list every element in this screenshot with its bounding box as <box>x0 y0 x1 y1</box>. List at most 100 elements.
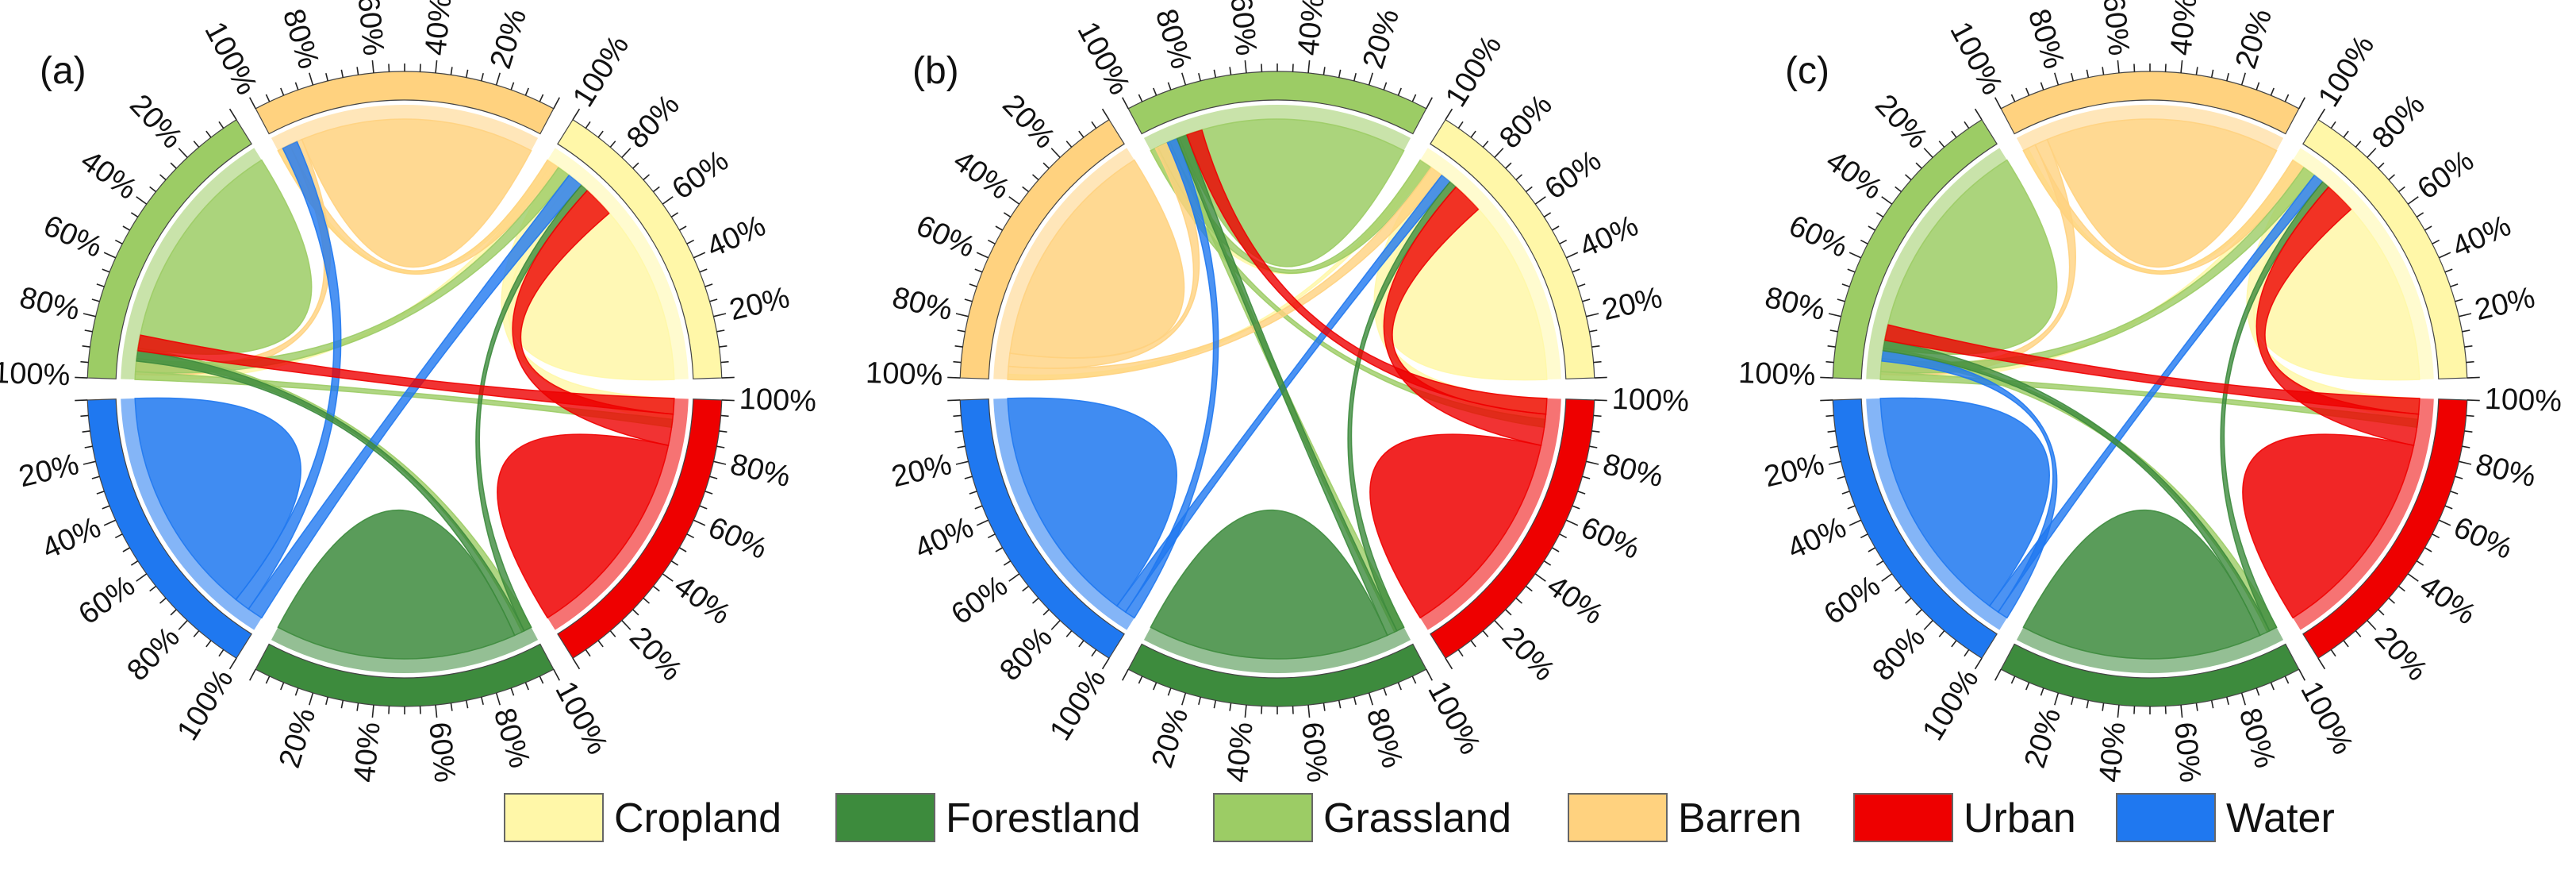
chord-barren-to-barren <box>2046 118 2278 268</box>
tick-label: 80% <box>2232 704 2282 772</box>
tick-mark <box>1582 298 1591 302</box>
tick-mark <box>1022 585 1030 592</box>
tick-mark <box>1849 252 1862 259</box>
tick-label: 60% <box>912 209 981 264</box>
tick-mark <box>2343 640 2349 648</box>
tick-mark <box>1827 345 1836 348</box>
tick-label: 60% <box>1576 510 1645 566</box>
tick-label: 80% <box>276 6 325 73</box>
tick-mark <box>2416 212 2424 217</box>
tick-mark <box>1881 573 1893 582</box>
tick-mark <box>1847 268 1856 273</box>
tick-mark <box>693 252 706 259</box>
tick-mark <box>1101 108 1110 121</box>
tick-mark <box>1565 252 1579 259</box>
sector-ring-urban <box>2293 398 2434 630</box>
tick-mark <box>2378 609 2385 616</box>
tick-mark <box>609 630 616 637</box>
tick-mark <box>1153 682 1157 691</box>
tick-mark <box>679 547 687 552</box>
tick-mark <box>83 313 96 318</box>
tick-mark <box>2180 705 2183 718</box>
tick-mark <box>2210 69 2214 78</box>
chord-links <box>134 118 675 660</box>
tick-mark <box>632 609 639 616</box>
tick-mark <box>1505 609 1512 616</box>
tick-mark <box>1525 186 1533 193</box>
tick-mark <box>1875 560 1884 566</box>
tick-label: 100% <box>548 676 614 760</box>
tick-mark <box>1078 130 1085 138</box>
tick-mark <box>2388 597 2396 604</box>
tick-mark <box>1457 121 1464 129</box>
tick-mark <box>719 430 727 433</box>
tick-mark <box>103 519 117 526</box>
tick-mark <box>974 505 983 510</box>
tick-label: 40% <box>910 510 979 566</box>
tick-label: 20% <box>889 448 955 494</box>
tick-label: 60% <box>2412 144 2480 206</box>
tick-mark <box>325 696 329 706</box>
tick-mark <box>1470 640 1476 648</box>
tick-label: 60% <box>39 209 108 264</box>
tick-mark <box>2195 703 2198 711</box>
legend-label: Forestland <box>946 795 1141 841</box>
sector-bar-forestland <box>2000 643 2300 707</box>
sector-ring-barren <box>271 105 539 151</box>
tick-mark <box>1974 108 1983 121</box>
tick-mark <box>96 491 105 495</box>
chord-panel-3: 20%40%60%80%100%20%40%60%80%100%20%40%60… <box>1737 0 2562 784</box>
tick-mark <box>1213 700 1217 709</box>
tick-label: 80% <box>1762 281 1829 327</box>
tick-mark <box>83 460 96 465</box>
tick-mark <box>1951 130 1957 138</box>
tick-mark <box>1138 94 1143 102</box>
tick-mark <box>2467 376 2480 379</box>
tick-mark <box>716 445 725 448</box>
tick-label: 100% <box>2312 30 2381 114</box>
tick-mark <box>662 196 674 205</box>
tick-mark <box>280 87 285 96</box>
tick-label: 40% <box>2447 209 2516 264</box>
tick-mark <box>632 162 639 169</box>
tick-mark <box>356 67 359 75</box>
chord-urban-to-grassland <box>1185 129 1548 415</box>
legend-item-forestland: Forestland <box>835 793 1141 842</box>
tick-label: 40% <box>1221 721 1260 784</box>
tick-mark <box>597 130 604 138</box>
tick-mark <box>170 162 177 169</box>
tick-mark <box>510 82 515 90</box>
tick-mark <box>1482 141 1489 148</box>
tick-mark <box>1829 445 1838 448</box>
sector-ring-water <box>1866 398 2007 630</box>
tick-mark <box>2225 696 2229 706</box>
chord-urban-to-urban <box>1369 433 1542 619</box>
tick-mark <box>2298 97 2306 110</box>
tick-mark <box>1338 700 1342 709</box>
tick-mark <box>1383 687 1388 696</box>
tick-mark <box>159 597 167 604</box>
sector-bar-barren <box>959 118 1125 379</box>
tick-mark <box>976 252 989 259</box>
tick-mark <box>2195 67 2198 75</box>
tick-mark <box>2040 82 2044 90</box>
sector-ring-cropland <box>547 148 689 380</box>
tick-label: 100% <box>865 356 943 392</box>
tick-mark <box>2343 130 2349 138</box>
tick-mark <box>1577 283 1586 287</box>
tick-label: 20% <box>484 6 533 73</box>
tick-mark <box>1594 376 1607 379</box>
tick-mark <box>719 345 727 348</box>
tick-label: 80% <box>121 621 186 687</box>
tick-label: 100% <box>0 356 71 392</box>
sector-bar-grassland <box>1127 71 1427 135</box>
tick-mark <box>686 239 695 244</box>
tick-mark <box>2053 692 2060 706</box>
tick-mark <box>1938 141 1945 148</box>
tick-label: 80% <box>487 704 536 772</box>
tick-mark <box>720 360 729 364</box>
tick-mark <box>2053 72 2060 86</box>
tick-mark <box>294 82 299 90</box>
tick-mark <box>1964 649 1970 657</box>
tick-mark <box>159 174 167 181</box>
